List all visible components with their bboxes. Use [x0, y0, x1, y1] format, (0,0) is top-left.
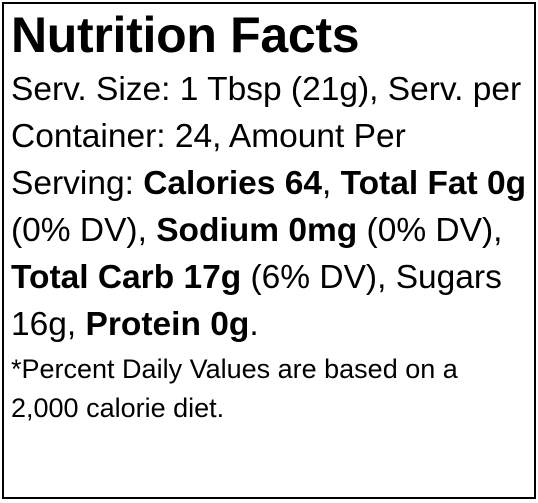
- text: .: [249, 306, 259, 343]
- bold-text: Total Fat 0g: [340, 165, 527, 202]
- text: ,: [321, 165, 341, 202]
- text: (6% DV), Sugars 16g,: [11, 259, 502, 343]
- bold-text: Sodium 0mg: [156, 212, 358, 249]
- text: (0% DV),: [11, 212, 157, 249]
- title: Nutrition Facts: [11, 7, 360, 63]
- bold-text: Calories 64: [143, 165, 322, 202]
- bold-text: Protein 0g: [85, 306, 250, 343]
- text: Serv. Size: 1 Tbsp (21g), Serv. per Cont…: [11, 71, 522, 202]
- bold-text: Total Carb 17g: [11, 259, 242, 296]
- label-body: Serv. Size: 1 Tbsp (21g), Serv. per Cont…: [11, 66, 528, 348]
- text: (0% DV),: [357, 212, 503, 249]
- footnote: *Percent Daily Values are based on a 2,0…: [11, 354, 458, 423]
